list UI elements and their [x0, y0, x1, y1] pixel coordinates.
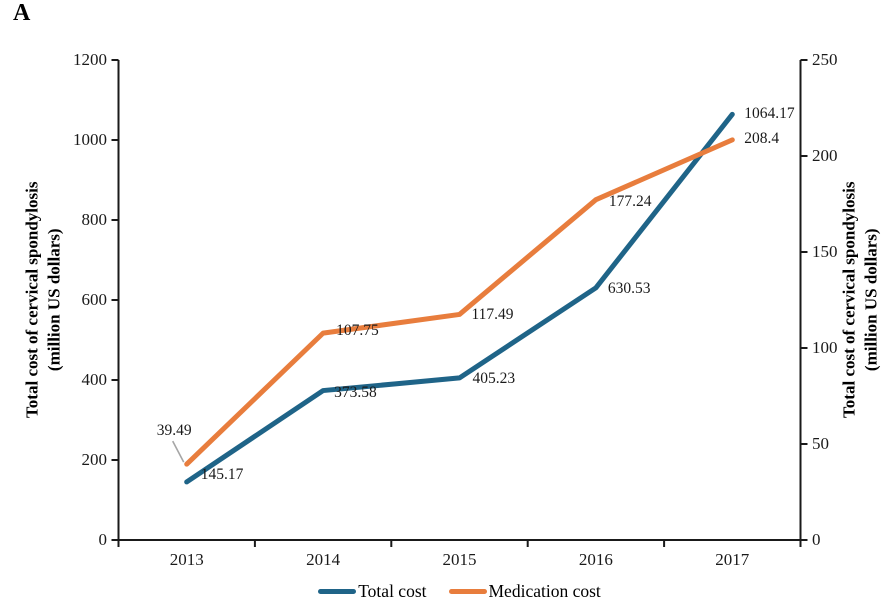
y-left-tick-label: 1000: [73, 130, 107, 149]
legend-item-medication-cost: Medication cost: [448, 581, 601, 602]
medication-cost-line-swatch: [448, 589, 487, 594]
data-label-medication-cost: 117.49: [471, 306, 514, 324]
y-left-tick-label: 800: [81, 210, 108, 229]
data-label-total-cost: 1064.17: [744, 105, 795, 123]
x-tick-label: 2015: [442, 550, 477, 569]
y-right-tick-label: 200: [812, 146, 838, 165]
y-left-tick-label: 1200: [73, 50, 107, 69]
data-label-medication-cost: 208.4: [744, 129, 780, 147]
y-left-tick-label: 400: [81, 370, 108, 389]
data-label-medication-cost: 177.24: [608, 192, 652, 210]
data-label-total-cost: 145.17: [200, 465, 244, 483]
data-label-medication-cost: 39.49: [156, 422, 192, 440]
total-cost-line: [184, 111, 735, 485]
data-label-total-cost: 373.58: [334, 383, 377, 401]
x-tick-label: 2013: [169, 550, 204, 569]
panel-label: A: [13, 0, 31, 26]
y-left-tick-label: 600: [81, 290, 108, 309]
y-left-tick-label: 0: [98, 530, 108, 549]
y-right-tick-label: 100: [812, 338, 838, 357]
medication-cost-line: [184, 137, 735, 467]
y-right-tick-label: 50: [812, 434, 829, 453]
data-label-total-cost: 630.53: [607, 279, 651, 297]
x-tick-label: 2014: [306, 550, 341, 569]
x-tick-label: 2016: [578, 550, 613, 569]
x-tick-label: 2017: [715, 550, 750, 569]
legend-label-medication-cost: Medication cost: [488, 581, 601, 601]
data-label-medication-cost: 107.75: [336, 322, 379, 340]
y-right-tick-label: 250: [812, 50, 838, 69]
y-right-tick-label: 150: [812, 242, 838, 261]
y-right-tick-label: 0: [812, 530, 821, 549]
legend-label-total-cost: Total cost: [358, 581, 427, 601]
y-right-axis-title: Total cost of cervical spondylosis (mill…: [839, 181, 880, 418]
total-cost-line-swatch: [318, 589, 357, 594]
data-label-total-cost: 405.23: [472, 369, 516, 387]
legend-item-total-cost: Total cost: [318, 581, 427, 602]
legend: Total cost Medication cost: [118, 581, 801, 602]
label-leader-line: [171, 440, 185, 463]
y-left-tick-label: 200: [81, 450, 108, 469]
